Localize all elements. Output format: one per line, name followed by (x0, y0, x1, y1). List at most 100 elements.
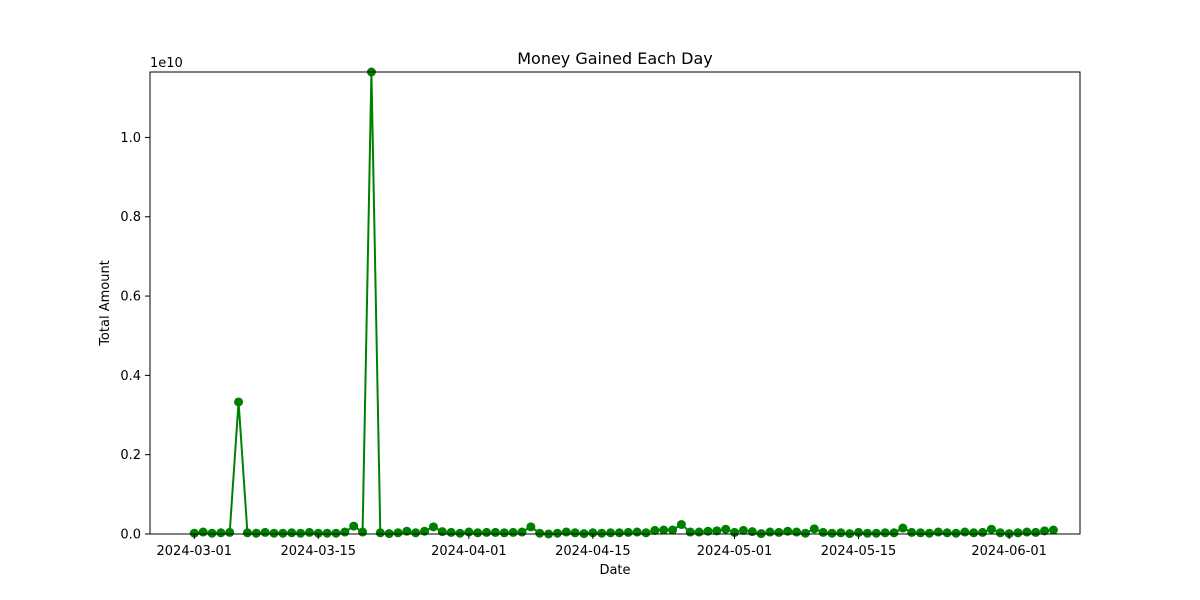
data-point-2024-05-22 (916, 528, 926, 538)
data-point-2024-03-04 (216, 528, 226, 538)
data-point-2024-03-05 (225, 527, 235, 537)
data-point-2024-05-19 (889, 528, 899, 538)
data-point-2024-03-03 (207, 528, 217, 538)
data-point-2024-05-12 (827, 528, 837, 538)
x-axis-title: Date (599, 563, 630, 578)
data-point-2024-03-15 (313, 528, 323, 538)
data-point-2024-06-02 (1013, 528, 1023, 538)
data-point-2024-05-16 (862, 528, 872, 538)
data-point-2024-04-15 (588, 528, 598, 538)
data-point-2024-04-29 (712, 526, 722, 536)
x-tick-label: 2024-05-01 (697, 544, 773, 559)
y-tick-label: 0.4 (120, 369, 141, 384)
axes-frame (149, 71, 1081, 535)
data-point-2024-03-02 (198, 527, 208, 537)
y-tick-label: 0.8 (120, 210, 141, 225)
data-point-2024-05-27 (960, 527, 970, 537)
data-point-2024-03-28 (428, 522, 438, 532)
data-point-2024-04-08 (526, 522, 536, 532)
data-point-2024-03-12 (287, 528, 297, 538)
data-point-2024-03-16 (322, 528, 332, 538)
data-point-2024-05-26 (951, 528, 961, 538)
y-axis-title: Total Amount (98, 260, 113, 347)
y-tick-label: 0.6 (120, 290, 141, 305)
data-point-2024-04-12 (561, 527, 571, 537)
data-point-2024-04-25 (676, 519, 686, 529)
data-point-2024-04-11 (552, 528, 562, 538)
data-point-2024-03-20 (358, 527, 368, 537)
data-point-2024-03-27 (420, 526, 430, 536)
data-point-2024-05-05 (765, 527, 775, 537)
data-point-2024-06-06 (1048, 525, 1058, 535)
y-axis: 0.0 0.2 0.4 0.6 0.8 1.0 (120, 131, 150, 543)
data-point-2024-03-14 (304, 527, 314, 537)
data-point-2024-03-08 (251, 528, 261, 538)
data-point-2024-04-30 (721, 524, 731, 534)
y-offset-label: 1e10 (150, 56, 183, 71)
data-point-2024-03-09 (260, 527, 270, 537)
data-point-2024-05-07 (783, 526, 793, 536)
data-point-2024-04-24 (668, 525, 678, 535)
data-point-2024-05-11 (818, 527, 828, 537)
data-point-2024-06-03 (1022, 527, 1032, 537)
y-tick-label: 1.0 (120, 131, 141, 146)
data-point-2024-03-07 (242, 528, 252, 538)
data-point-2024-04-17 (606, 528, 616, 538)
data-point-2024-05-25 (942, 528, 952, 538)
x-tick-label: 2024-05-15 (821, 544, 897, 559)
y-tick-label: 0.0 (120, 528, 141, 543)
data-point-2024-05-18 (880, 528, 890, 538)
data-point-2024-03-30 (446, 527, 456, 537)
data-point-2024-05-30 (986, 524, 996, 534)
data-point-2024-05-13 (836, 528, 846, 538)
data-point-2024-06-05 (1040, 526, 1050, 536)
x-tick-label: 2024-04-15 (555, 544, 631, 559)
x-tick-label: 2024-04-01 (431, 544, 507, 559)
data-point-2024-04-07 (517, 527, 527, 537)
data-point-2024-05-24 (933, 527, 943, 537)
data-point-2024-05-20 (898, 523, 908, 533)
data-point-2024-05-28 (969, 528, 979, 538)
data-point-2024-04-03 (482, 527, 492, 537)
data-point-2024-05-21 (907, 527, 917, 537)
data-point-2024-03-22 (375, 528, 385, 538)
data-point-2024-04-19 (623, 527, 633, 537)
x-tick-label: 2024-03-15 (281, 544, 357, 559)
data-point-2024-05-09 (800, 528, 810, 538)
data-point-2024-03-17 (331, 528, 341, 538)
y-tick-label: 0.2 (120, 448, 141, 463)
data-point-2024-05-15 (854, 527, 864, 537)
data-point-2024-03-10 (269, 528, 279, 538)
data-point-2024-03-06 (234, 397, 244, 407)
data-point-2024-04-23 (659, 525, 669, 535)
data-point-2024-05-29 (978, 527, 988, 537)
data-point-2024-03-13 (296, 528, 306, 538)
data-point-2024-04-04 (490, 527, 500, 537)
data-point-2024-05-17 (871, 528, 881, 538)
data-point-2024-05-08 (792, 527, 802, 537)
data-point-2024-03-18 (340, 527, 350, 537)
data-point-2024-05-31 (995, 528, 1005, 538)
data-point-2024-04-09 (535, 528, 545, 538)
data-point-2024-03-19 (349, 521, 359, 531)
data-point-2024-04-21 (641, 528, 651, 538)
data-point-2024-05-06 (774, 527, 784, 537)
data-point-2024-05-10 (809, 524, 819, 534)
data-point-2024-04-26 (685, 527, 695, 537)
x-axis: 2024-03-01 2024-03-15 2024-04-01 2024-04-15… (157, 534, 1047, 559)
data-point-2024-03-31 (455, 528, 465, 538)
data-point-2024-04-06 (508, 527, 518, 537)
data-point-2024-04-22 (650, 525, 660, 535)
chart-title: Money Gained Each Day (517, 49, 713, 68)
data-point-2024-04-16 (597, 528, 607, 538)
data-point-2024-03-26 (411, 528, 421, 538)
data-point-2024-04-02 (473, 528, 483, 538)
data-point-2024-04-13 (570, 528, 580, 538)
data-point-2024-05-01 (730, 527, 740, 537)
data-point-2024-04-05 (499, 528, 509, 538)
data-point-2024-05-03 (747, 527, 757, 537)
data-point-2024-03-01 (189, 528, 199, 538)
data-point-2024-04-27 (694, 527, 704, 537)
